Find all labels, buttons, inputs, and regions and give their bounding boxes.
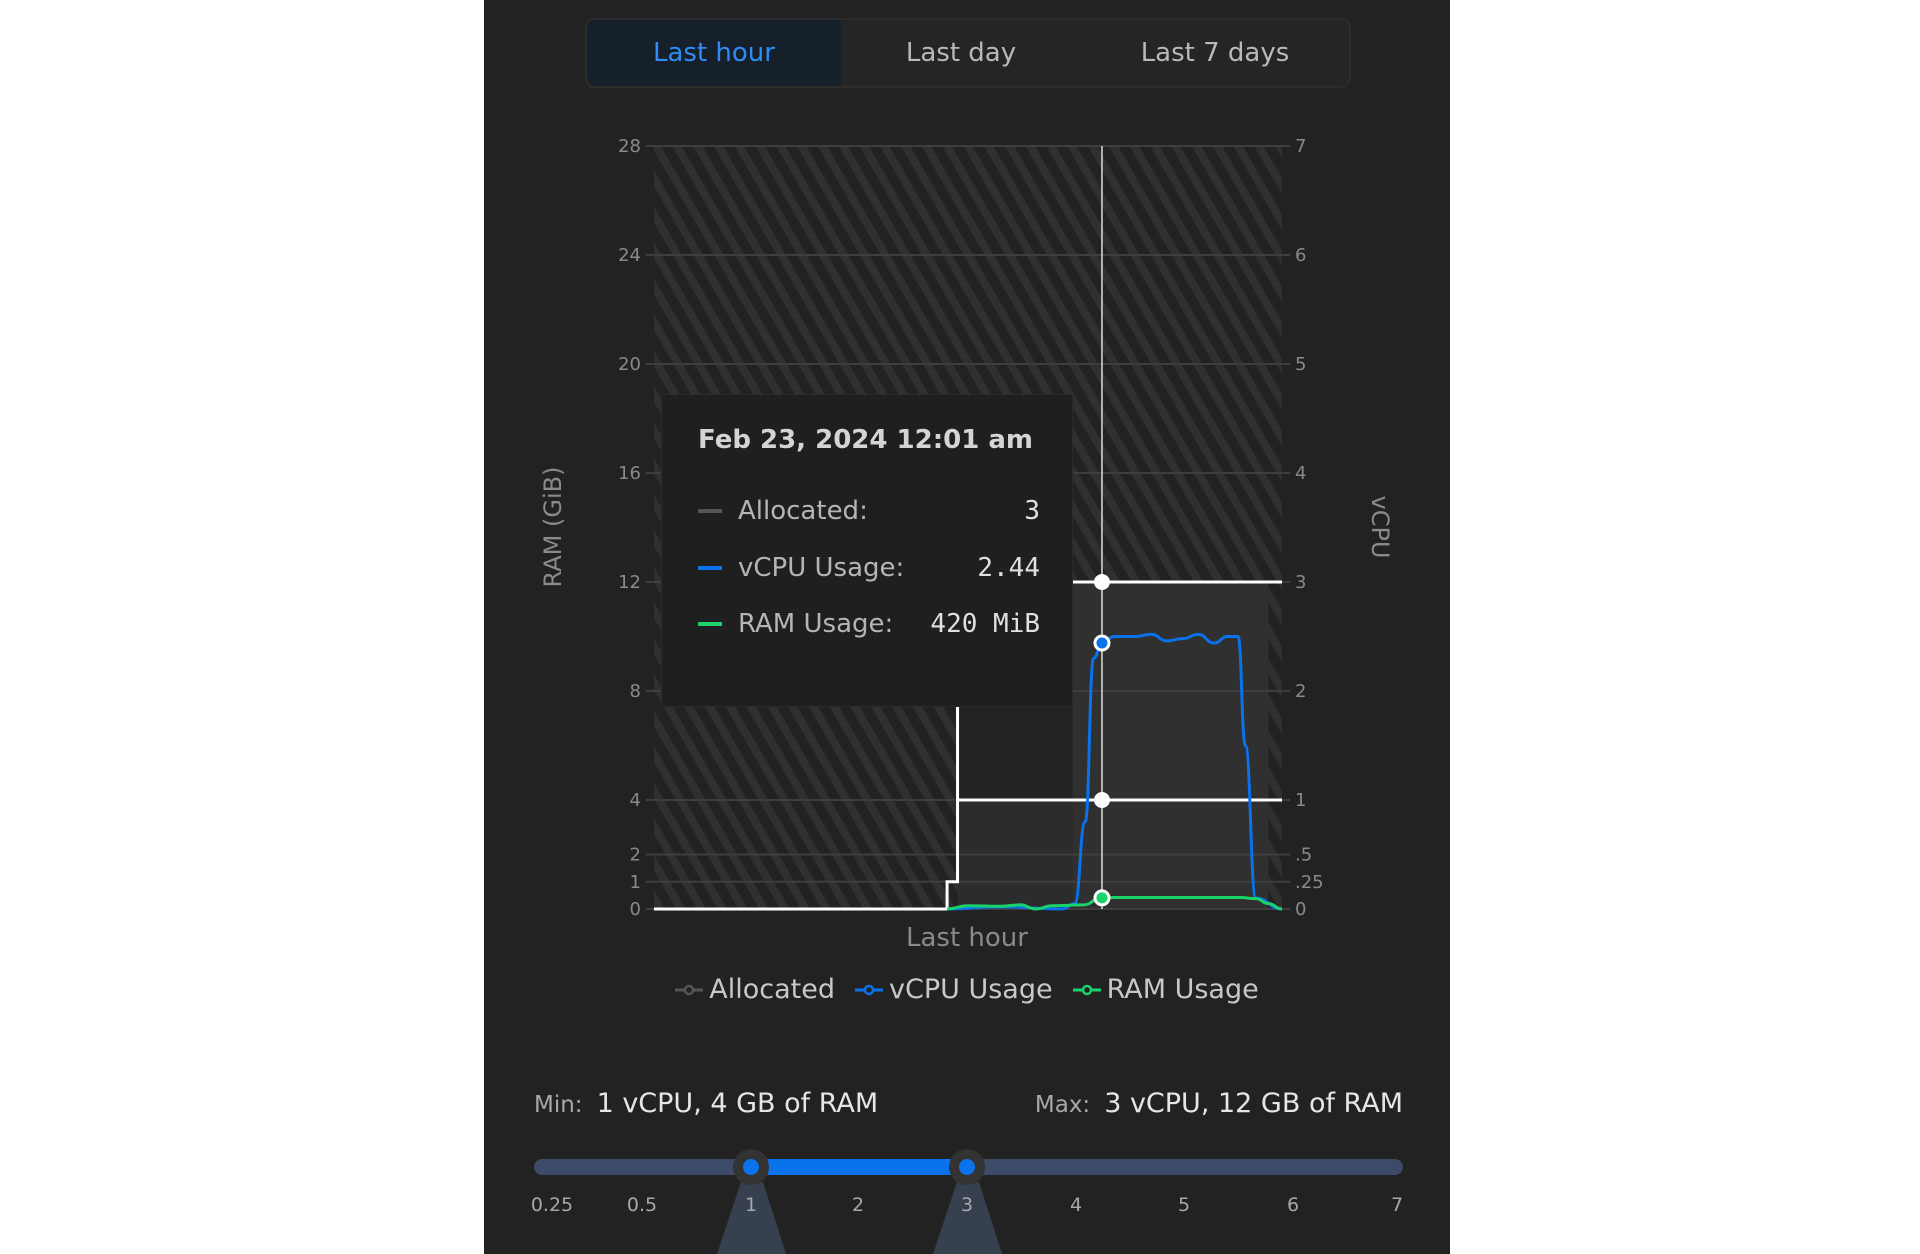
legend-label: RAM Usage — [1106, 974, 1259, 1005]
y-right-tick-label: 6 — [1295, 245, 1306, 266]
time-range-tabs: Last hour Last day Last 7 days — [585, 18, 1351, 88]
max-value: 3 vCPU, 12 GB of RAM — [1104, 1088, 1403, 1119]
vcpu-swatch — [698, 566, 722, 570]
slider-tick-label: 4 — [1069, 1194, 1083, 1216]
chart-legend: Allocated vCPU Usage RAM Usage — [484, 974, 1450, 1005]
slider-tick-label: 1 — [744, 1194, 758, 1216]
tooltip-value: 420 MiB — [930, 609, 1040, 639]
x-axis-title: Last hour — [906, 923, 1028, 953]
y-right-tick-label: 7 — [1295, 136, 1306, 157]
y-right-tick-label: 1 — [1295, 790, 1306, 811]
y-left-tick-label: 1 — [630, 872, 641, 893]
y-left-tick-label: 2 — [630, 845, 641, 866]
y-left-tick-label: 8 — [630, 681, 641, 702]
min-thumb-pointer — [717, 1182, 786, 1254]
tooltip-value: 3 — [1024, 496, 1040, 526]
max-key: Max: — [1034, 1092, 1091, 1118]
slider-tick-label: 0.5 — [626, 1194, 658, 1216]
slider-tick-label: 3 — [960, 1194, 974, 1216]
legend-item-allocated[interactable]: Allocated — [675, 974, 835, 1005]
max-slider-thumb[interactable] — [949, 1149, 985, 1185]
chart-tooltip: Feb 23, 2024 12:01 am Allocated: 3 vCPU … — [661, 394, 1073, 707]
tooltip-label: vCPU Usage: — [738, 553, 905, 583]
tooltip-label: Allocated: — [738, 496, 868, 526]
ram-legend-icon — [1072, 984, 1101, 995]
y-right-tick-label: .5 — [1295, 845, 1312, 866]
tooltip-row-allocated: Allocated: 3 — [698, 493, 1040, 529]
y-right-tick-label: 3 — [1295, 572, 1306, 593]
slider-tick-label: 7 — [1390, 1194, 1404, 1216]
allocated-legend-icon — [675, 984, 704, 995]
tab-last-7-days[interactable]: Last 7 days — [1140, 38, 1290, 68]
legend-label: Allocated — [709, 974, 835, 1005]
tab-last-hour[interactable]: Last hour — [587, 20, 841, 86]
slider-tick-label: 0.25 — [530, 1194, 574, 1216]
y-right-tick-label: 5 — [1295, 354, 1306, 375]
legend-item-ram[interactable]: RAM Usage — [1072, 974, 1259, 1005]
y-left-tick-label: 16 — [618, 463, 641, 484]
allocated-min-marker — [1093, 792, 1110, 808]
y-left-tick-label: 0 — [630, 899, 641, 920]
range-slider-selected — [751, 1159, 967, 1175]
ram-usage-line — [947, 896, 1283, 911]
min-slider-thumb[interactable] — [733, 1149, 769, 1185]
thumb-tooltips — [717, 1182, 1002, 1254]
tooltip-value: 2.44 — [977, 553, 1040, 583]
legend-item-vcpu[interactable]: vCPU Usage — [854, 974, 1053, 1005]
vcpu-legend-icon — [854, 984, 883, 995]
y-left-tick-label: 4 — [630, 790, 641, 811]
legend-label: vCPU Usage — [888, 974, 1053, 1005]
slider-tick-label: 5 — [1177, 1194, 1191, 1216]
ram-swatch — [698, 622, 722, 626]
y-right-tick-label: 4 — [1295, 463, 1306, 484]
min-value: 1 vCPU, 4 GB of RAM — [596, 1088, 879, 1119]
y-right-tick-label: 0 — [1295, 899, 1306, 920]
autoscaling-panel: Last hour Last day Last 7 days 0 1 2 4 8 12 16… — [484, 0, 1450, 1254]
y-left-tick-label: 24 — [618, 245, 641, 266]
max-thumb-pointer — [933, 1182, 1002, 1254]
tooltip-row-ram: RAM Usage: 420 MiB — [698, 606, 1040, 642]
allocated-line — [654, 798, 1282, 911]
slider-tick-label: 6 — [1286, 1194, 1300, 1216]
allocated-swatch — [698, 509, 722, 513]
y-right-tick-label: .25 — [1295, 872, 1324, 893]
y-left-tick-label: 28 — [618, 136, 641, 157]
y-axis-left-title: RAM (GiB) — [539, 467, 567, 588]
tooltip-row-vcpu: vCPU Usage: 2.44 — [698, 550, 1040, 586]
max-setting: Max: 3 vCPU, 12 GB of RAM — [1035, 1088, 1403, 1119]
y-right-tick-label: 2 — [1295, 681, 1306, 702]
y-left-tick-label: 20 — [618, 354, 641, 375]
allocated-max-marker — [1093, 574, 1110, 590]
ram-marker — [1093, 889, 1111, 907]
y-left-tick-label: 12 — [618, 572, 641, 593]
tab-last-day[interactable]: Last day — [905, 38, 1017, 68]
y-axis-right-title: vCPU — [1366, 496, 1394, 559]
min-key: Min: — [534, 1092, 583, 1118]
vcpu-marker — [1093, 634, 1111, 652]
slider-tick-label: 2 — [851, 1194, 865, 1216]
min-setting: Min: 1 vCPU, 4 GB of RAM — [534, 1088, 878, 1119]
tooltip-label: RAM Usage: — [738, 609, 894, 639]
vcpu-usage-line — [947, 632, 1283, 911]
tooltip-title: Feb 23, 2024 12:01 am — [698, 425, 1033, 455]
